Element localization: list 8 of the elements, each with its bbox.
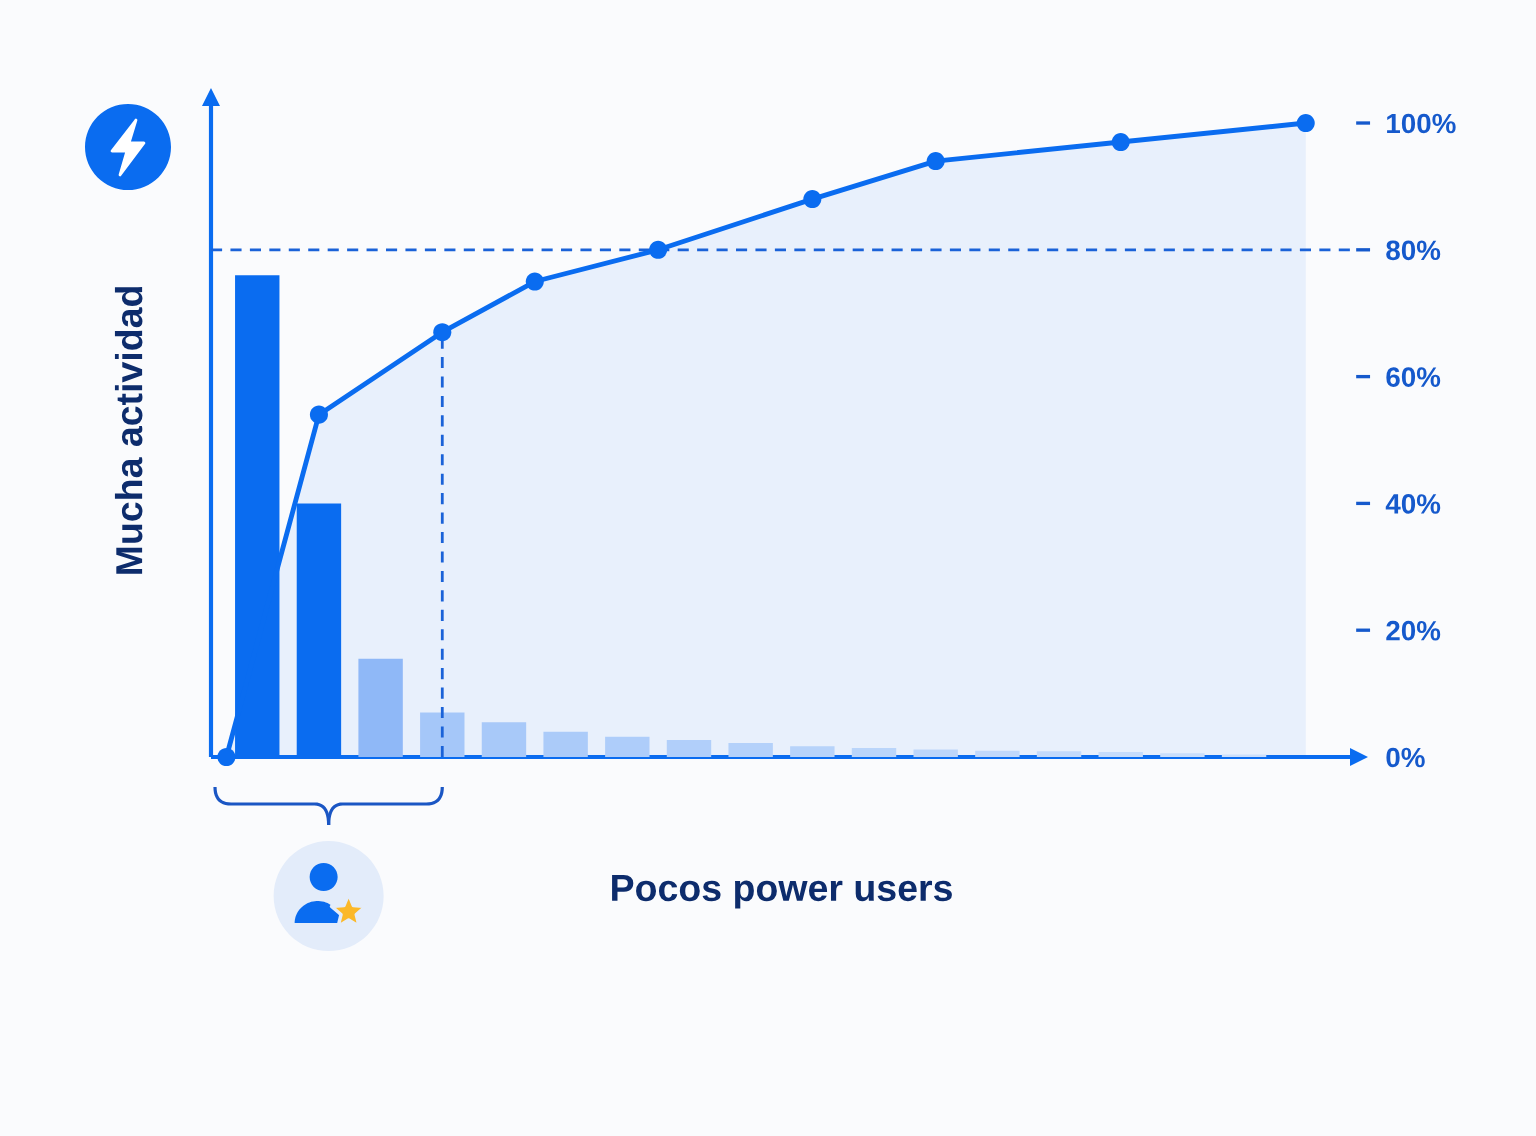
y2-tick-label: 100%	[1387, 113, 1456, 134]
x-axis-title: Pocos power users	[612, 875, 952, 909]
y2-tick-label: 60%	[1386, 367, 1441, 387]
y2-tick-label: 80%	[1386, 240, 1441, 261]
y-axis-title: Mucha actividad	[114, 287, 143, 574]
y2-tick-label: 40%	[1385, 494, 1441, 514]
y2-tick-label: 20%	[1386, 620, 1441, 641]
y2-tick-label: 0%	[1386, 747, 1425, 768]
